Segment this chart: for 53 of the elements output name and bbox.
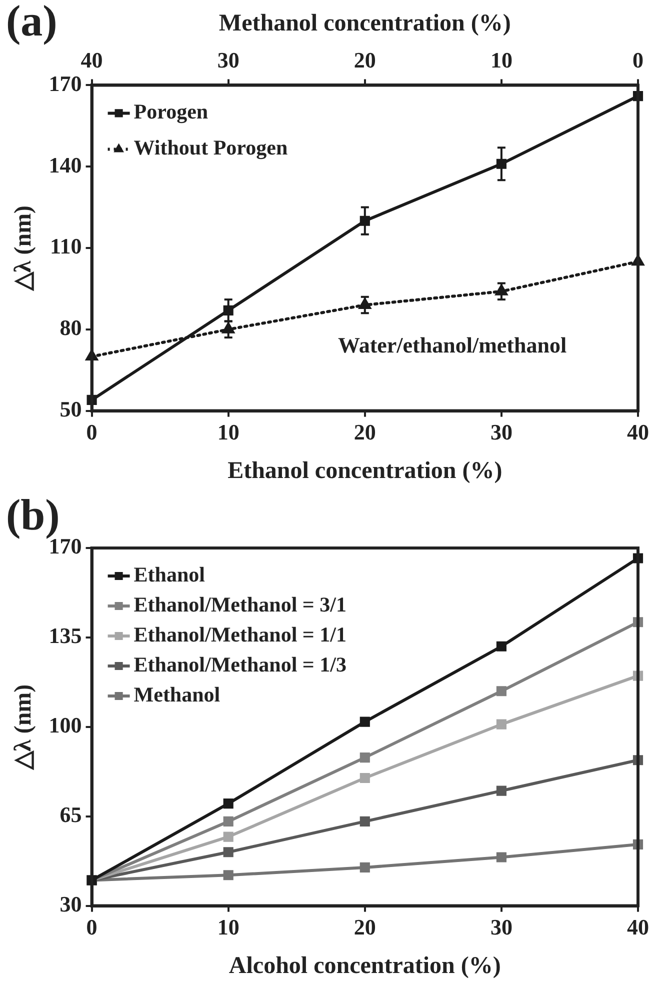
legend-label: Ethanol/Methanol = 3/1 [134, 592, 346, 616]
y-tick-label: 50 [60, 396, 82, 422]
point [223, 870, 234, 880]
x-tick-label: 40 [627, 914, 649, 940]
legend-label: Porogen [134, 100, 208, 124]
x-tick-label: 10 [217, 420, 240, 445]
text: (a) [6, 0, 58, 46]
x-tick-label: 20 [354, 914, 376, 940]
x-axis-title: Ethanol concentration (%) [228, 458, 502, 484]
x-axis-title: Alcohol concentration (%) [228, 952, 501, 979]
point [496, 719, 506, 730]
y-axis-title: △λ (nm) [10, 205, 37, 292]
x2-tick-label: 10 [490, 48, 512, 73]
point [496, 852, 506, 862]
point [496, 641, 506, 652]
x-tick-label: 0 [86, 914, 98, 940]
legend-label: Ethanol/Methanol = 1/3 [134, 652, 346, 676]
point [496, 686, 506, 696]
y-tick-label: 140 [48, 152, 82, 178]
y-tick-label: 135 [48, 623, 82, 648]
x2-axis-title: Methanol concentration (%) [218, 10, 511, 37]
x-tick-label: 30 [490, 914, 512, 940]
x-tick-label: 20 [354, 420, 376, 445]
y-tick-label: 100 [48, 712, 82, 738]
point [360, 862, 370, 872]
x-tick-label: 30 [490, 420, 512, 445]
x2-tick-label: 30 [217, 48, 240, 73]
point [360, 752, 370, 763]
x2-tick-label: 40 [80, 48, 103, 73]
point [360, 816, 370, 826]
point [223, 832, 234, 842]
y-tick-label: 110 [50, 234, 82, 259]
x2-tick-label: 0 [632, 48, 644, 73]
legend-label: Without Porogen [134, 136, 288, 160]
y-tick-label: 65 [60, 802, 82, 828]
point [496, 786, 506, 796]
y-tick-label: 170 [48, 70, 82, 96]
y-tick-label: 80 [60, 315, 82, 340]
x-tick-label: 0 [86, 420, 98, 445]
point [360, 716, 370, 727]
x2-tick-label: 20 [354, 48, 376, 73]
point [223, 798, 234, 809]
legend-label: Methanol [134, 682, 220, 706]
x-tick-label: 40 [627, 420, 649, 445]
point [223, 847, 234, 858]
y-tick-label: 30 [60, 891, 82, 916]
legend-label: Ethanol [134, 562, 206, 586]
x-tick-label: 10 [217, 914, 240, 940]
y-axis-title: △λ (nm) [10, 684, 37, 770]
point [223, 816, 234, 826]
legend-label: Ethanol/Methanol = 1/1 [134, 622, 346, 646]
annotation: Water/ethanol/methanol [338, 332, 567, 358]
point [360, 772, 370, 784]
